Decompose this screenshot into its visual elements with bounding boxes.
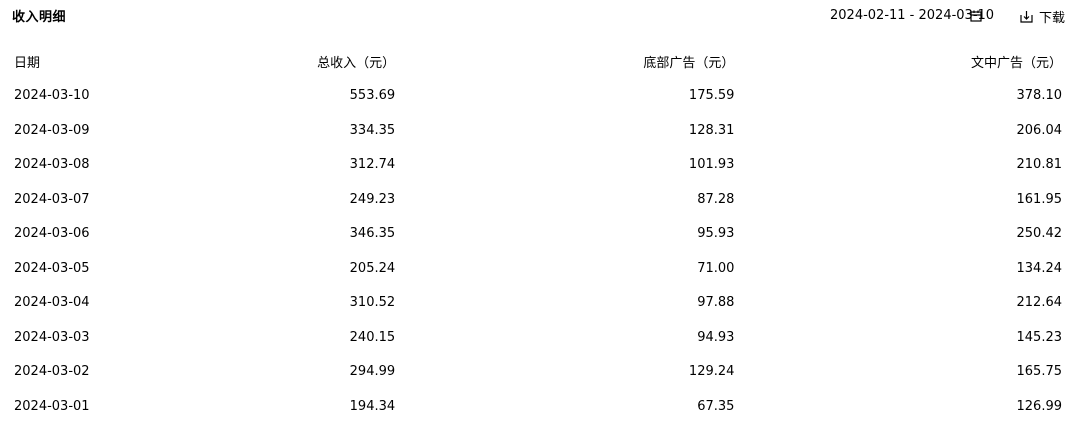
cell-bottom-ad: 129.24: [688, 364, 735, 380]
cell-total: 310.52: [349, 295, 396, 311]
table-row: 2024-03-09 334.35 128.31 206.04: [0, 113, 1080, 148]
column-header-inline-ad: 文中广告（元）: [970, 55, 1062, 71]
table-row: 2024-03-08 312.74 101.93 210.81: [0, 148, 1080, 183]
cell-date: 2024-03-03: [14, 329, 90, 345]
cell-inline-ad: 212.64: [1016, 295, 1063, 311]
column-header-date: 日期: [14, 55, 41, 71]
table-row: 2024-03-07 249.23 87.28 161.95: [0, 182, 1080, 217]
cell-date: 2024-03-05: [14, 260, 90, 276]
cell-date: 2024-03-09: [14, 122, 90, 138]
cell-bottom-ad: 87.28: [697, 191, 735, 207]
cell-date: 2024-03-06: [14, 226, 90, 242]
table-header-row: 日期 总收入（元） 底部广告（元） 文中广告（元）: [0, 44, 1080, 79]
table-row: 2024-03-05 205.24 71.00 134.24: [0, 251, 1080, 286]
cell-total: 334.35: [349, 122, 396, 138]
table-row: 2024-03-10 553.69 175.59 378.10: [0, 79, 1080, 114]
column-header-total: 总收入（元）: [317, 55, 396, 71]
cell-inline-ad: 161.95: [1016, 191, 1063, 207]
cell-inline-ad: 165.75: [1016, 364, 1063, 380]
cell-inline-ad: 206.04: [1016, 122, 1063, 138]
cell-inline-ad: 250.42: [1016, 226, 1063, 242]
calendar-icon[interactable]: [970, 10, 982, 22]
column-header-bottom-ad: 底部广告（元）: [643, 55, 735, 71]
table-row: 2024-03-02 294.99 129.24 165.75: [0, 355, 1080, 390]
table-row: 2024-03-06 346.35 95.93 250.42: [0, 217, 1080, 252]
download-icon: [1020, 11, 1033, 23]
cell-bottom-ad: 67.35: [697, 398, 735, 414]
header: 收入明细 2024-02-11 - 2024-03-10 下载: [0, 0, 1080, 34]
cell-total: 553.69: [349, 88, 396, 104]
cell-date: 2024-03-07: [14, 191, 90, 207]
cell-date: 2024-03-01: [14, 398, 90, 414]
table-row: 2024-03-01 194.34 67.35 126.99: [0, 389, 1080, 424]
cell-date: 2024-03-04: [14, 295, 90, 311]
cell-inline-ad: 210.81: [1016, 157, 1063, 173]
download-button[interactable]: 下载: [1020, 7, 1065, 26]
cell-total: 194.34: [349, 398, 396, 414]
cell-total: 249.23: [349, 191, 396, 207]
income-table: 日期 总收入（元） 底部广告（元） 文中广告（元） 2024-03-10 553.…: [0, 44, 1080, 424]
cell-inline-ad: 126.99: [1016, 398, 1063, 414]
date-range-picker[interactable]: 2024-02-11 - 2024-03-10: [830, 8, 995, 23]
cell-bottom-ad: 128.31: [688, 122, 735, 138]
cell-total: 205.24: [349, 260, 396, 276]
table-row: 2024-03-04 310.52 97.88 212.64: [0, 286, 1080, 321]
cell-date: 2024-03-02: [14, 364, 90, 380]
cell-total: 346.35: [349, 226, 396, 242]
download-label: 下载: [1039, 11, 1066, 26]
cell-total: 240.15: [349, 329, 396, 345]
cell-bottom-ad: 95.93: [697, 226, 735, 242]
cell-bottom-ad: 71.00: [697, 260, 735, 276]
cell-date: 2024-03-08: [14, 157, 90, 173]
cell-bottom-ad: 97.88: [697, 295, 735, 311]
cell-total: 312.74: [349, 157, 396, 173]
cell-bottom-ad: 175.59: [688, 88, 735, 104]
page-title: 收入明细: [12, 10, 67, 25]
cell-total: 294.99: [349, 364, 396, 380]
cell-inline-ad: 134.24: [1016, 260, 1063, 276]
cell-inline-ad: 378.10: [1016, 88, 1063, 104]
table-row: 2024-03-03 240.15 94.93 145.23: [0, 320, 1080, 355]
cell-inline-ad: 145.23: [1016, 329, 1063, 345]
cell-bottom-ad: 101.93: [688, 157, 735, 173]
cell-date: 2024-03-10: [14, 88, 90, 104]
cell-bottom-ad: 94.93: [697, 329, 735, 345]
